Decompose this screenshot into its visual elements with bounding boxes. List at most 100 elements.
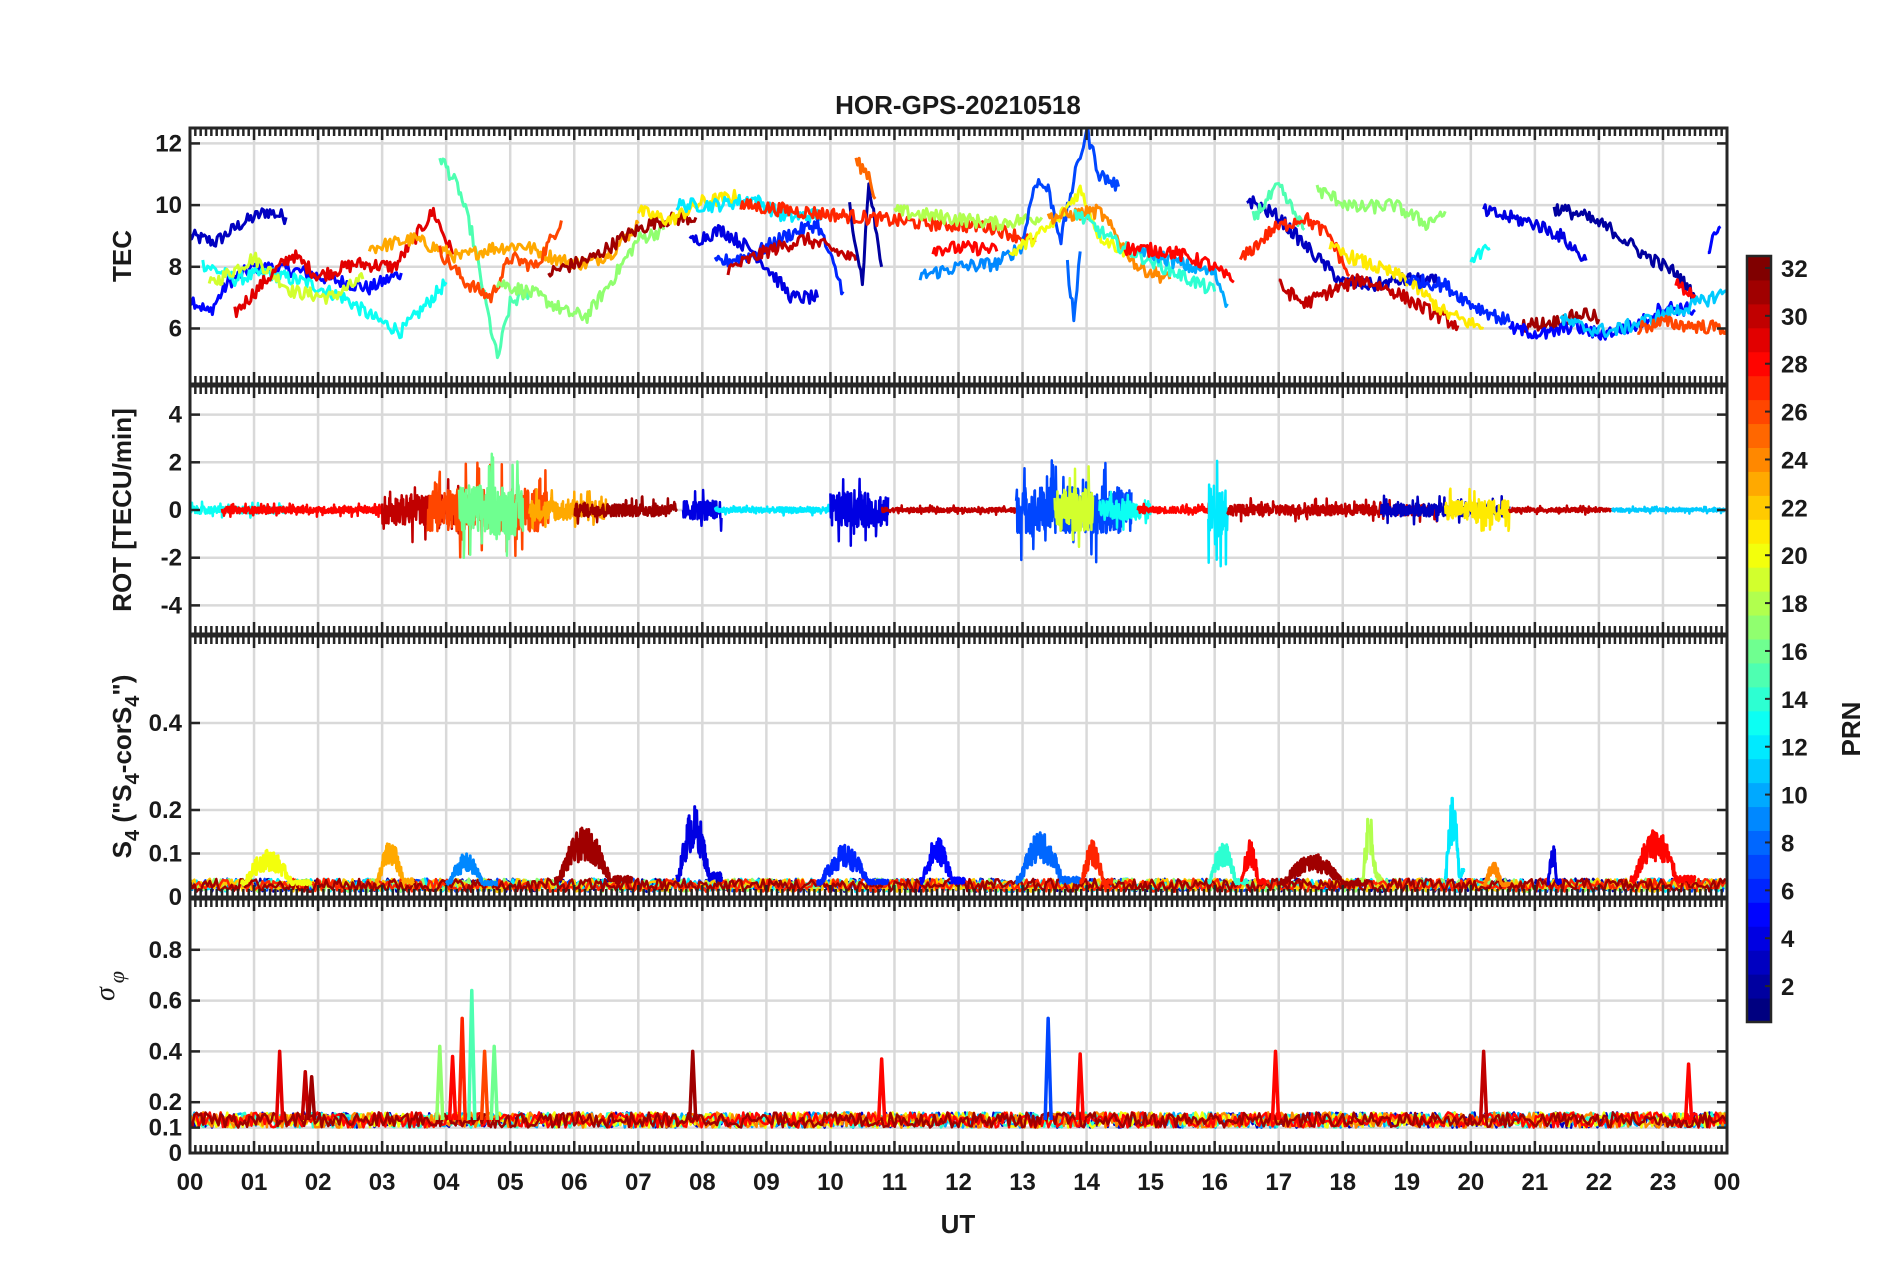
series-line-prn-6 — [713, 218, 845, 296]
sigma-spike-prn-28 — [1075, 1052, 1085, 1121]
s4-burst-prn-4 — [675, 805, 723, 883]
x-tick-label: 11 — [882, 1169, 907, 1196]
y-tick-label: 0 — [169, 1140, 182, 1167]
y-tick-label: 8 — [169, 254, 182, 281]
colorbar-tick-label: 26 — [1781, 400, 1808, 427]
series-line-prn-3 — [190, 207, 288, 248]
s4-burst-prn-9 — [445, 852, 499, 887]
y-tick-label: 0.2 — [149, 797, 182, 824]
colorbar-tick-label: 14 — [1781, 687, 1808, 714]
series-line-prn-28 — [1674, 278, 1697, 299]
y-axis-label: TEC — [107, 230, 137, 282]
x-tick-label: 10 — [817, 1169, 844, 1196]
colorbar-tick-label: 8 — [1781, 830, 1794, 857]
series-line-prn-25 — [854, 156, 877, 200]
colorbar-band — [1747, 854, 1771, 879]
series-line-prn-2 — [848, 182, 884, 287]
x-axis-label: UT — [941, 1209, 976, 1239]
s4-burst-prn-31 — [1277, 853, 1370, 887]
s4-burst-prn-20 — [239, 848, 313, 887]
series-line-prn-2 — [1552, 203, 1697, 302]
colorbar-band — [1747, 710, 1771, 736]
data — [190, 128, 1727, 360]
s4-burst-prn-28 — [1629, 829, 1697, 885]
y-tick-label: 0.4 — [149, 1038, 183, 1065]
sigma-spike-prn-31 — [306, 1075, 317, 1121]
x-tick-label: 17 — [1265, 1169, 1292, 1196]
y-ticks: 6 8 10 12 — [155, 130, 1727, 342]
x-tick-label: 01 — [241, 1169, 268, 1196]
colorbar-tick-label: 22 — [1781, 495, 1808, 522]
colorbar-band — [1747, 423, 1771, 448]
x-tick-label: 13 — [1009, 1169, 1036, 1196]
y-tick-label: 6 — [169, 315, 182, 342]
series-line-prn-18 — [893, 204, 1044, 232]
grid — [188, 636, 1729, 899]
x-tick-label: 20 — [1457, 1169, 1484, 1196]
s4-burst-prn-5 — [918, 837, 967, 885]
y-axis-label: S4 ("S4-corS4") — [107, 675, 144, 859]
s4-burst-prn-6 — [816, 843, 890, 886]
x-tick-label: 09 — [753, 1169, 780, 1196]
rot-trace-prn-16 — [457, 452, 525, 560]
y-tick-label: -4 — [161, 592, 183, 619]
colorbar-band — [1747, 950, 1771, 975]
colorbar-band — [1747, 662, 1771, 688]
sigma-spike-prn-16 — [489, 1044, 499, 1121]
colorbar-tick-label: 28 — [1781, 352, 1808, 379]
x-tick-labels: 00 01 02 03 04 05 06 07 08 09 10 11 12 13 14 15 16 17 18 19… — [177, 1169, 1741, 1196]
x-tick-label: 18 — [1329, 1169, 1356, 1196]
colorbar-band — [1747, 375, 1771, 401]
rot-trace-prn-12 — [713, 503, 832, 517]
x-tick-label: 05 — [497, 1169, 524, 1196]
colorbar-band — [1747, 567, 1771, 592]
series-line-prn-14 — [1073, 208, 1217, 295]
rot-trace-prn-11 — [1610, 505, 1727, 515]
sigma-spike-prn-30 — [300, 1069, 311, 1121]
data — [190, 988, 1727, 1129]
series-line-prn-28 — [931, 240, 999, 257]
x-tick-label: 02 — [305, 1169, 332, 1196]
sigma-spike-prn-17 — [435, 1044, 445, 1121]
rot-trace-prn-21 — [1443, 487, 1511, 533]
y-ticks: -4 -2 0 2 4 — [161, 402, 1727, 619]
y-tick-label: 10 — [155, 192, 182, 219]
y-axis-label: σφ — [90, 971, 129, 1001]
y-ticks: 00.10.2 0.4 0.6 0.8 — [149, 937, 1727, 1167]
rot-trace-prn-30 — [880, 504, 1024, 517]
colorbar-tick-label: 24 — [1781, 447, 1808, 474]
x-ticks — [188, 128, 1729, 384]
colorbar-tick-label: 12 — [1781, 735, 1808, 762]
x-tick-label: 08 — [689, 1169, 716, 1196]
rot-trace-prn-31 — [573, 495, 678, 525]
sigma-spike-prn-30 — [1478, 1049, 1489, 1121]
rot-trace-prn-23 — [528, 487, 608, 530]
colorbar-band — [1747, 519, 1771, 544]
x-ticks — [188, 899, 1729, 1153]
colorbar-tick-label: 16 — [1781, 639, 1808, 666]
series-line-prn-17 — [495, 223, 666, 324]
colorbar-label: PRN — [1836, 702, 1866, 757]
y-tick-label: 2 — [169, 449, 182, 476]
series-line-prn-19 — [207, 251, 365, 305]
series-line-prn-4 — [1482, 203, 1588, 262]
x-tick-label: 00 — [1714, 1169, 1741, 1196]
x-tick-label: 12 — [945, 1169, 972, 1196]
s4-burst-prn-18 — [1360, 817, 1383, 883]
rot-trace-prn-28 — [220, 502, 384, 519]
y-tick-label: 12 — [155, 130, 182, 157]
s4-burst-prn-8 — [1014, 831, 1082, 885]
sigma-spike-prn-26 — [479, 1049, 490, 1121]
series-line-prn-26 — [1637, 314, 1727, 336]
data — [190, 452, 1727, 568]
colorbar-band — [1747, 471, 1771, 496]
rot-trace-prn-12 — [1207, 459, 1229, 568]
series-line-prn-5 — [1707, 225, 1722, 255]
series-line-prn-30 — [1278, 273, 1460, 332]
sigma-spike-prn-31 — [687, 1049, 698, 1121]
series-line-prn-17 — [1315, 184, 1447, 231]
sigma-spike-prn-28 — [1683, 1062, 1694, 1121]
sigma-spike-prn-28 — [447, 1054, 458, 1121]
